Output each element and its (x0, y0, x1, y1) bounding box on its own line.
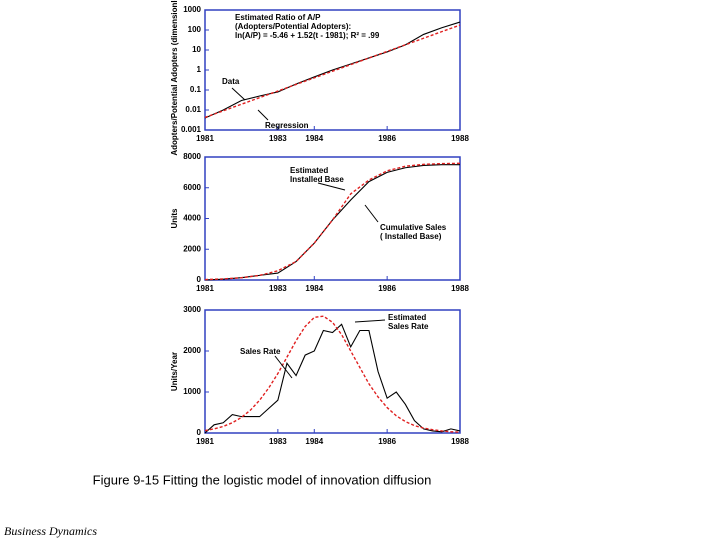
series-line (204, 21, 461, 119)
x-tick-label: 1988 (451, 134, 469, 143)
annotation-arrow (231, 87, 246, 101)
x-tick-label: 1981 (196, 284, 214, 293)
y-tick-label: 100 (188, 25, 202, 34)
x-tick-label: 1986 (378, 284, 396, 293)
y-tick-label: 8000 (183, 152, 201, 161)
y-tick-label: 4000 (183, 214, 201, 223)
annotation-arrow (257, 109, 269, 121)
x-tick-label: 1986 (378, 134, 396, 143)
y-tick-label: 0 (197, 428, 202, 437)
annotation: Sales Rate (388, 322, 429, 331)
x-tick-label: 1983 (269, 284, 287, 293)
annotation-arrow (274, 355, 293, 379)
annotation: ln(A/P) = -5.46 + 1.52(t - 1981); R² = .… (235, 31, 380, 40)
annotation: Estimated Ratio of A/P (235, 13, 321, 22)
annotation: Installed Base (290, 175, 344, 184)
y-tick-label: 1 (197, 65, 202, 74)
y-tick-label: 10 (192, 45, 201, 54)
y-tick-label: 3000 (183, 305, 201, 314)
annotation-arrow (317, 182, 346, 191)
x-tick-label: 1981 (196, 134, 214, 143)
annotation: (Adopters/Potential Adopters): (235, 22, 351, 31)
y-axis-label: Units (170, 208, 179, 229)
y-axis-label: Adopters/Potential Adopters (dimensionle… (170, 0, 179, 156)
x-tick-label: 1986 (378, 437, 396, 446)
y-tick-label: 2000 (183, 346, 201, 355)
x-tick-label: 1988 (451, 437, 469, 446)
annotation: Regression (265, 121, 309, 130)
y-tick-label: 0 (197, 275, 202, 284)
x-tick-label: 1984 (305, 134, 323, 143)
x-tick-label: 1983 (269, 437, 287, 446)
annotation: Sales Rate (240, 347, 281, 356)
y-tick-label: 1000 (183, 5, 201, 14)
x-tick-label: 1984 (305, 284, 323, 293)
y-tick-label: 0.001 (181, 125, 202, 134)
x-tick-label: 1988 (451, 284, 469, 293)
footer: Business Dynamics (4, 524, 97, 538)
y-axis-label: Units/Year (170, 352, 179, 391)
annotation: Estimated (290, 166, 328, 175)
annotation: Cumulative Sales (380, 223, 447, 232)
y-tick-label: 0.01 (185, 105, 201, 114)
y-tick-label: 1000 (183, 387, 201, 396)
y-tick-label: 0.1 (190, 85, 202, 94)
series-line (204, 24, 461, 119)
y-tick-label: 6000 (183, 183, 201, 192)
annotation: Data (222, 77, 240, 86)
caption: Figure 9-15 Fitting the logistic model o… (93, 472, 432, 487)
x-tick-label: 1984 (305, 437, 323, 446)
x-tick-label: 1981 (196, 437, 214, 446)
annotation-arrow (354, 319, 386, 323)
annotation: Estimated (388, 313, 426, 322)
annotation: ( Installed Base) (380, 232, 442, 241)
y-tick-label: 2000 (183, 244, 201, 253)
x-tick-label: 1983 (269, 134, 287, 143)
plot-frame (204, 309, 461, 434)
series-line (204, 162, 461, 281)
series-line (204, 323, 461, 434)
annotation-arrow (364, 204, 379, 223)
series-line (204, 315, 461, 433)
